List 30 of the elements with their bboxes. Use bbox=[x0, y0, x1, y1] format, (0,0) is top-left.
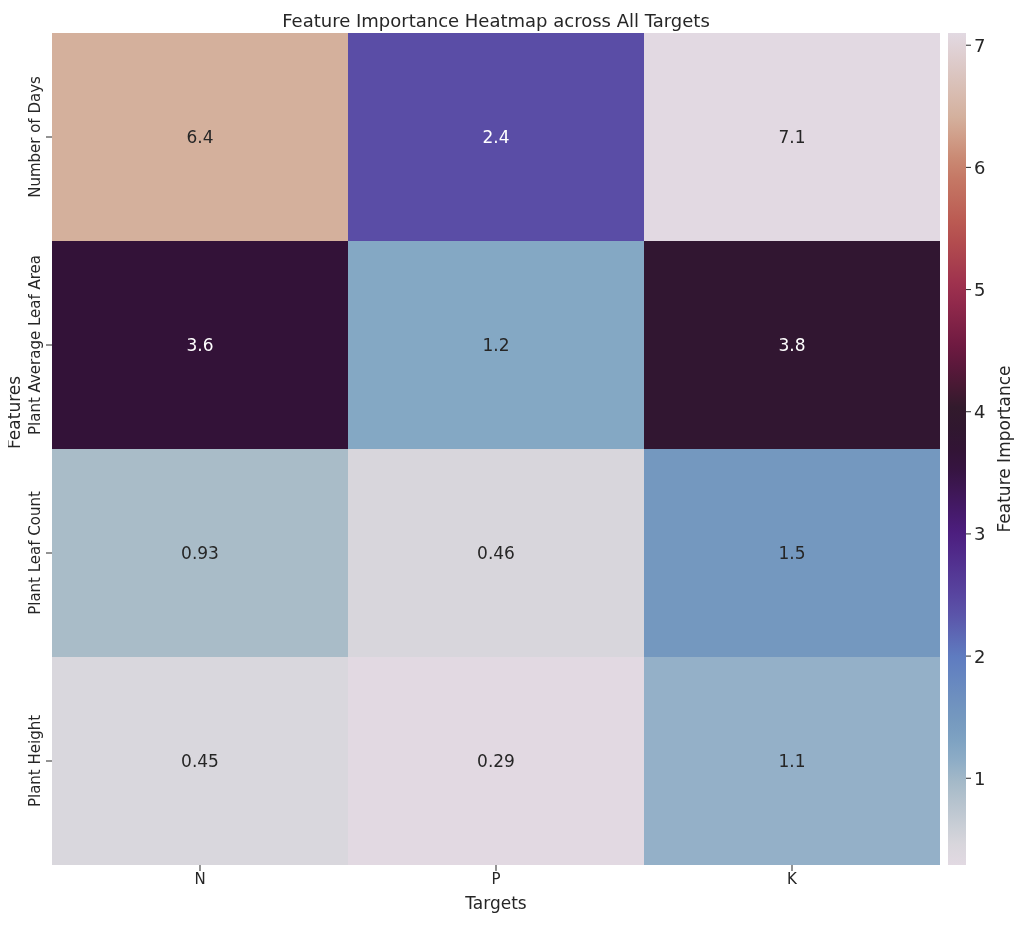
data-label: 0.46 bbox=[477, 543, 515, 563]
data-label: 1.5 bbox=[778, 543, 806, 563]
data-label: 3.8 bbox=[778, 335, 806, 355]
x-tick-label: P bbox=[491, 869, 501, 888]
y-tick-label: Plant Average Leaf Area bbox=[26, 254, 44, 436]
y-tick-label: Number of Days bbox=[26, 75, 44, 198]
y-tick-label: Plant Height bbox=[26, 714, 44, 808]
data-label: 1.1 bbox=[778, 751, 806, 771]
data-label: 3.6 bbox=[186, 335, 214, 355]
color-bar-title: Feature Importance bbox=[994, 365, 1014, 533]
data-label: 1.2 bbox=[482, 335, 510, 355]
data-label: 0.29 bbox=[477, 751, 515, 771]
data-label: 2.4 bbox=[482, 127, 510, 147]
color-bar-label: 5 bbox=[974, 279, 986, 301]
chart-title: Feature Importance Heatmap across All Targets bbox=[281, 10, 711, 31]
color-bar-label: 2 bbox=[974, 645, 986, 667]
color-bar-label: 3 bbox=[974, 523, 986, 545]
data-label: 0.45 bbox=[181, 751, 219, 771]
color-bar-label: 1 bbox=[974, 767, 986, 789]
color-bar-label: 4 bbox=[974, 401, 986, 423]
color-bar-label: 6 bbox=[974, 156, 986, 178]
y-axis-title: Features bbox=[4, 375, 25, 449]
x-tick-label: K bbox=[787, 869, 799, 888]
data-label: 6.4 bbox=[186, 127, 214, 147]
x-tick-label: N bbox=[194, 869, 206, 888]
data-label: 7.1 bbox=[778, 127, 806, 147]
x-axis-title: Targets bbox=[464, 893, 527, 913]
y-tick-label: Plant Leaf Count bbox=[26, 491, 44, 615]
color-bar-label: 7 bbox=[974, 34, 986, 56]
data-label: 0.93 bbox=[181, 543, 219, 563]
